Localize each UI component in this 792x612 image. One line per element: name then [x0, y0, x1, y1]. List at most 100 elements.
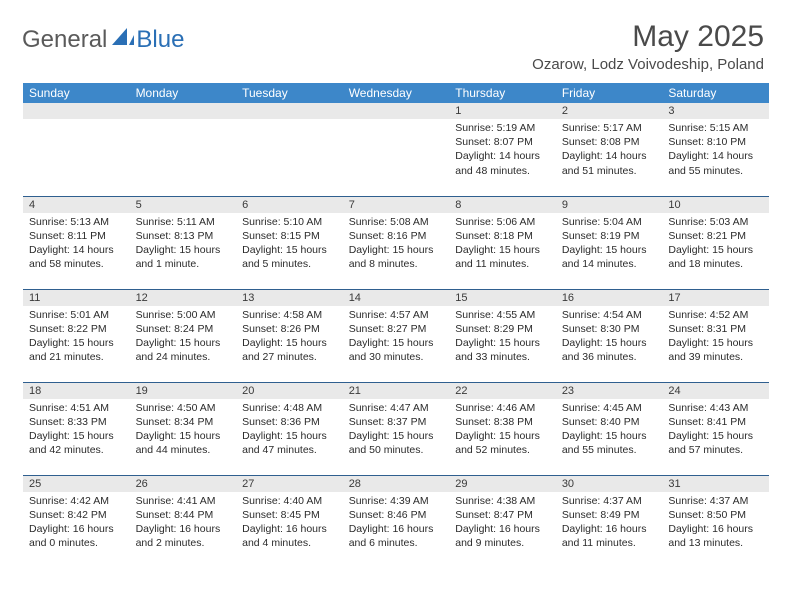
sunrise-line: Sunrise: 4:54 AM	[562, 308, 657, 322]
sunset-line: Sunset: 8:11 PM	[29, 229, 124, 243]
day-number: 3	[662, 103, 769, 119]
daylight-line: Daylight: 16 hours and 13 minutes.	[668, 522, 763, 550]
sunset-line: Sunset: 8:30 PM	[562, 322, 657, 336]
sunrise-line: Sunrise: 5:00 AM	[136, 308, 231, 322]
daylight-line: Daylight: 14 hours and 51 minutes.	[562, 149, 657, 177]
day-details: Sunrise: 4:50 AMSunset: 8:34 PMDaylight:…	[130, 399, 237, 460]
calendar-day-cell: 19Sunrise: 4:50 AMSunset: 8:34 PMDayligh…	[130, 382, 237, 475]
sunrise-line: Sunrise: 5:10 AM	[242, 215, 337, 229]
sunset-line: Sunset: 8:08 PM	[562, 135, 657, 149]
sunrise-line: Sunrise: 5:01 AM	[29, 308, 124, 322]
location: Ozarow, Lodz Voivodeship, Poland	[532, 56, 764, 73]
daylight-line: Daylight: 15 hours and 36 minutes.	[562, 336, 657, 364]
sunset-line: Sunset: 8:29 PM	[455, 322, 550, 336]
sunset-line: Sunset: 8:10 PM	[668, 135, 763, 149]
calendar-table: Sunday Monday Tuesday Wednesday Thursday…	[23, 83, 769, 568]
day-details: Sunrise: 5:03 AMSunset: 8:21 PMDaylight:…	[662, 213, 769, 274]
day-number: 13	[236, 290, 343, 306]
calendar-day-cell: 25Sunrise: 4:42 AMSunset: 8:42 PMDayligh…	[23, 475, 130, 568]
calendar-week-row: 1Sunrise: 5:19 AMSunset: 8:07 PMDaylight…	[23, 103, 769, 196]
day-number: 1	[449, 103, 556, 119]
title-block: May 2025 Ozarow, Lodz Voivodeship, Polan…	[532, 20, 764, 73]
sunset-line: Sunset: 8:27 PM	[349, 322, 444, 336]
sunset-line: Sunset: 8:26 PM	[242, 322, 337, 336]
sunrise-line: Sunrise: 5:13 AM	[29, 215, 124, 229]
daylight-line: Daylight: 14 hours and 48 minutes.	[455, 149, 550, 177]
daylight-line: Daylight: 16 hours and 4 minutes.	[242, 522, 337, 550]
sunset-line: Sunset: 8:37 PM	[349, 415, 444, 429]
day-number: 21	[343, 383, 450, 399]
sunset-line: Sunset: 8:15 PM	[242, 229, 337, 243]
day-details: Sunrise: 5:10 AMSunset: 8:15 PMDaylight:…	[236, 213, 343, 274]
day-number	[23, 103, 130, 119]
sunset-line: Sunset: 8:47 PM	[455, 508, 550, 522]
day-details: Sunrise: 4:55 AMSunset: 8:29 PMDaylight:…	[449, 306, 556, 367]
calendar-week-row: 4Sunrise: 5:13 AMSunset: 8:11 PMDaylight…	[23, 196, 769, 289]
calendar-day-cell: 18Sunrise: 4:51 AMSunset: 8:33 PMDayligh…	[23, 382, 130, 475]
day-details: Sunrise: 4:52 AMSunset: 8:31 PMDaylight:…	[662, 306, 769, 367]
daylight-line: Daylight: 16 hours and 0 minutes.	[29, 522, 124, 550]
day-details: Sunrise: 4:41 AMSunset: 8:44 PMDaylight:…	[130, 492, 237, 553]
daylight-line: Daylight: 14 hours and 55 minutes.	[668, 149, 763, 177]
day-details: Sunrise: 4:46 AMSunset: 8:38 PMDaylight:…	[449, 399, 556, 460]
calendar-day-cell	[23, 103, 130, 196]
sunrise-line: Sunrise: 4:55 AM	[455, 308, 550, 322]
header: General Blue May 2025 Ozarow, Lodz Voivo…	[0, 0, 792, 79]
daylight-line: Daylight: 15 hours and 18 minutes.	[668, 243, 763, 271]
sunset-line: Sunset: 8:07 PM	[455, 135, 550, 149]
sunset-line: Sunset: 8:41 PM	[668, 415, 763, 429]
sunset-line: Sunset: 8:44 PM	[136, 508, 231, 522]
daylight-line: Daylight: 15 hours and 42 minutes.	[29, 429, 124, 457]
sunrise-line: Sunrise: 4:37 AM	[668, 494, 763, 508]
daylight-line: Daylight: 16 hours and 9 minutes.	[455, 522, 550, 550]
sunrise-line: Sunrise: 5:03 AM	[668, 215, 763, 229]
sunrise-line: Sunrise: 4:45 AM	[562, 401, 657, 415]
daylight-line: Daylight: 15 hours and 8 minutes.	[349, 243, 444, 271]
sunrise-line: Sunrise: 5:15 AM	[668, 121, 763, 135]
daylight-line: Daylight: 15 hours and 24 minutes.	[136, 336, 231, 364]
day-details: Sunrise: 5:01 AMSunset: 8:22 PMDaylight:…	[23, 306, 130, 367]
day-number: 11	[23, 290, 130, 306]
weekday-header-row: Sunday Monday Tuesday Wednesday Thursday…	[23, 83, 769, 103]
sunset-line: Sunset: 8:40 PM	[562, 415, 657, 429]
calendar-day-cell: 23Sunrise: 4:45 AMSunset: 8:40 PMDayligh…	[556, 382, 663, 475]
daylight-line: Daylight: 15 hours and 52 minutes.	[455, 429, 550, 457]
sunrise-line: Sunrise: 4:47 AM	[349, 401, 444, 415]
sunrise-line: Sunrise: 4:38 AM	[455, 494, 550, 508]
sunrise-line: Sunrise: 5:19 AM	[455, 121, 550, 135]
calendar-day-cell: 29 Sunrise: 4:38 AMSunset: 8:47 PMDayligh…	[449, 475, 556, 568]
sunset-line: Sunset: 8:33 PM	[29, 415, 124, 429]
sunset-line: Sunset: 8:38 PM	[455, 415, 550, 429]
day-details: Sunrise: 4:47 AMSunset: 8:37 PMDaylight:…	[343, 399, 450, 460]
sunset-line: Sunset: 8:22 PM	[29, 322, 124, 336]
day-number	[130, 103, 237, 119]
calendar-day-cell: 21Sunrise: 4:47 AMSunset: 8:37 PMDayligh…	[343, 382, 450, 475]
day-number: 22	[449, 383, 556, 399]
day-number: 9	[556, 197, 663, 213]
day-number: 25	[23, 476, 130, 492]
calendar-day-cell: 8Sunrise: 5:06 AMSunset: 8:18 PMDaylight…	[449, 196, 556, 289]
calendar-day-cell: 5Sunrise: 5:11 AMSunset: 8:13 PMDaylight…	[130, 196, 237, 289]
logo-text-general: General	[22, 26, 107, 54]
calendar-day-cell: 11Sunrise: 5:01 AMSunset: 8:22 PMDayligh…	[23, 289, 130, 382]
daylight-line: Daylight: 15 hours and 39 minutes.	[668, 336, 763, 364]
sunrise-line: Sunrise: 4:42 AM	[29, 494, 124, 508]
sunset-line: Sunset: 8:36 PM	[242, 415, 337, 429]
day-details: Sunrise: 4:37 AMSunset: 8:50 PMDaylight:…	[662, 492, 769, 553]
sunset-line: Sunset: 8:50 PM	[668, 508, 763, 522]
daylight-line: Daylight: 15 hours and 57 minutes.	[668, 429, 763, 457]
daylight-line: Daylight: 16 hours and 2 minutes.	[136, 522, 231, 550]
day-details: Sunrise: 5:11 AMSunset: 8:13 PMDaylight:…	[130, 213, 237, 274]
sunset-line: Sunset: 8:49 PM	[562, 508, 657, 522]
daylight-line: Daylight: 15 hours and 5 minutes.	[242, 243, 337, 271]
day-details: Sunrise: 4:48 AMSunset: 8:36 PMDaylight:…	[236, 399, 343, 460]
daylight-line: Daylight: 15 hours and 50 minutes.	[349, 429, 444, 457]
day-number: 29	[449, 476, 556, 492]
day-details: Sunrise: 4:45 AMSunset: 8:40 PMDaylight:…	[556, 399, 663, 460]
day-number: 27	[236, 476, 343, 492]
day-details: Sunrise: 4:43 AMSunset: 8:41 PMDaylight:…	[662, 399, 769, 460]
daylight-line: Daylight: 15 hours and 14 minutes.	[562, 243, 657, 271]
day-details: Sunrise: 5:06 AMSunset: 8:18 PMDaylight:…	[449, 213, 556, 274]
calendar-day-cell: 7Sunrise: 5:08 AMSunset: 8:16 PMDaylight…	[343, 196, 450, 289]
sunrise-line: Sunrise: 5:11 AM	[136, 215, 231, 229]
